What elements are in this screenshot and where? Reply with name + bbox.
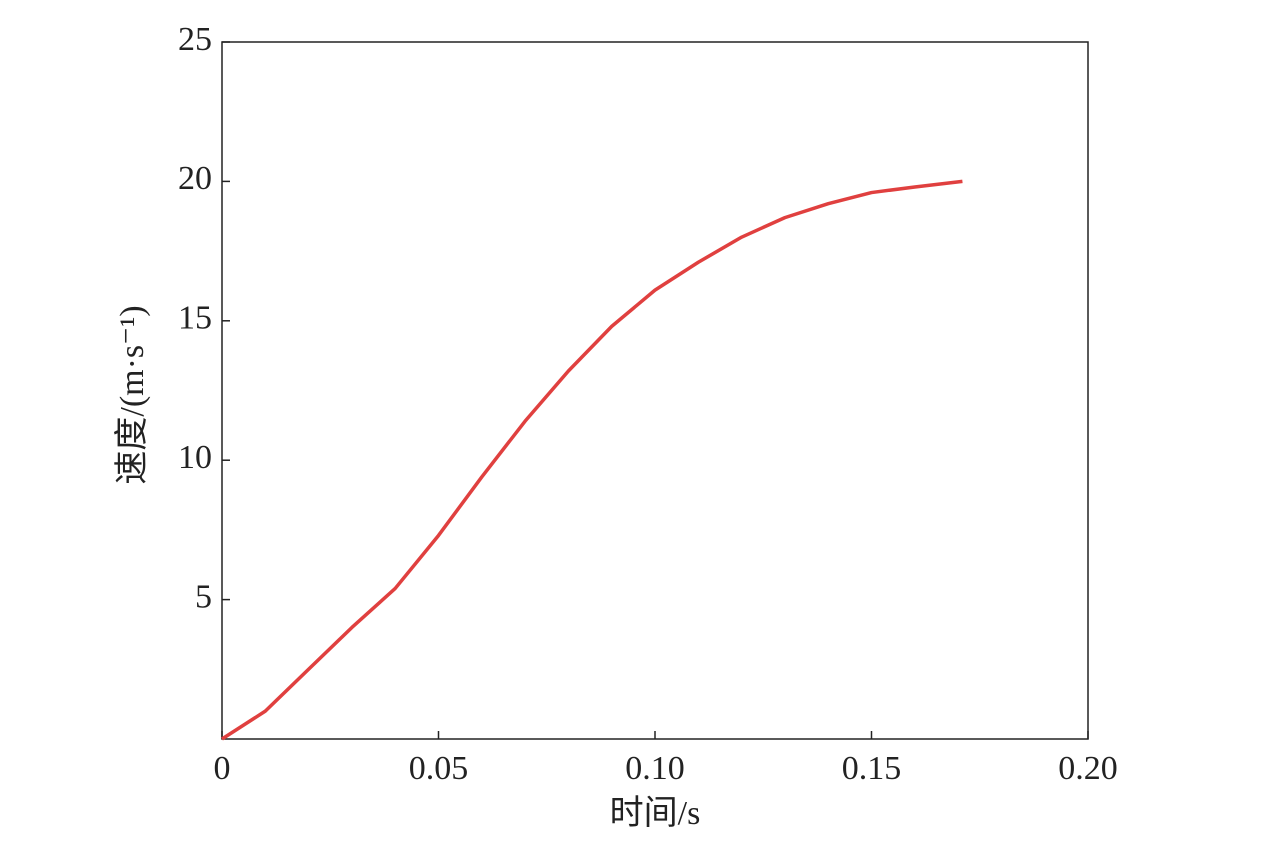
x-tick-label: 0.20	[1058, 750, 1118, 787]
y-tick-label: 20	[178, 160, 212, 197]
x-tick-label: 0.15	[842, 750, 902, 787]
y-tick-label: 25	[178, 21, 212, 58]
line-series	[221, 179, 963, 741]
plot-frame	[221, 41, 1089, 740]
x-tick-label: 0	[214, 750, 231, 787]
x-tick-label: 0.10	[625, 750, 685, 787]
x-axis-label: 时间/s	[610, 795, 701, 832]
y-tick-label: 10	[178, 439, 212, 476]
y-tick-label: 15	[178, 300, 212, 337]
x-tick-label: 0.05	[409, 750, 469, 787]
y-axis-label: 速度/(m·s⁻¹)	[113, 305, 151, 484]
y-tick-label: 5	[195, 578, 212, 615]
